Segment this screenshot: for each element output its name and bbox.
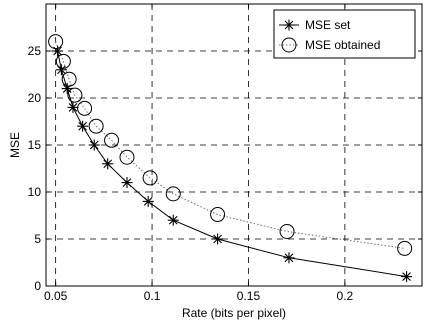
y-axis-label: MSE <box>8 132 22 158</box>
data-point-circle <box>88 118 104 134</box>
data-point-circle <box>77 100 93 116</box>
legend-label-mse-set: MSE set <box>305 18 351 32</box>
data-point-asterisk <box>142 195 154 207</box>
legend-marker-mse-set <box>283 19 295 31</box>
legend-label-mse-obtained: MSE obtained <box>305 38 380 52</box>
data-point-asterisk <box>102 158 114 170</box>
data-point-circle <box>104 132 120 148</box>
legend-marker-mse-obtained <box>281 37 297 53</box>
data-point-asterisk <box>67 101 79 113</box>
data-point-asterisk <box>212 233 224 245</box>
x-tick-label: 0.2 <box>337 289 354 303</box>
series-line <box>55 41 405 249</box>
data-point-asterisk <box>121 177 133 189</box>
data-point-circle <box>142 170 158 186</box>
y-tick-label: 10 <box>28 185 42 199</box>
y-tick-label: 20 <box>28 91 42 105</box>
y-tick-label: 15 <box>28 138 42 152</box>
data-point-asterisk <box>283 252 295 264</box>
data-point-circle <box>61 71 77 87</box>
y-tick-label: 25 <box>28 44 42 58</box>
x-axis-label: Rate (bits per pixel) <box>182 306 286 320</box>
y-tick-label: 5 <box>34 232 41 246</box>
x-tick-label: 0.15 <box>237 289 261 303</box>
data-point-circle <box>55 53 71 69</box>
data-point-asterisk <box>77 120 89 132</box>
series-mse-set <box>52 45 413 283</box>
data-point-circle <box>48 34 64 50</box>
x-tick-label: 0.05 <box>44 289 68 303</box>
data-point-asterisk <box>167 214 179 226</box>
data-point-circle <box>397 240 413 256</box>
y-tick-label: 0 <box>34 279 41 293</box>
legend-circle-icon <box>281 37 297 53</box>
legend-asterisk-icon <box>283 19 295 31</box>
series-layer <box>48 34 413 283</box>
data-point-circle <box>119 149 135 165</box>
axis-ticks: 0.05 0.1 0.15 0.2 0 5 10 15 20 25 <box>28 4 422 303</box>
data-point-circle <box>165 186 181 202</box>
data-point-circle <box>210 207 226 223</box>
x-tick-label: 0.1 <box>144 289 161 303</box>
series-mse-obtained <box>48 34 413 256</box>
data-point-asterisk <box>88 139 100 151</box>
data-point-asterisk <box>401 271 413 283</box>
legend-box <box>273 9 416 59</box>
legend: MSE set MSE obtained <box>273 9 416 59</box>
data-point-circle <box>279 223 295 239</box>
data-point-circle <box>67 87 83 103</box>
